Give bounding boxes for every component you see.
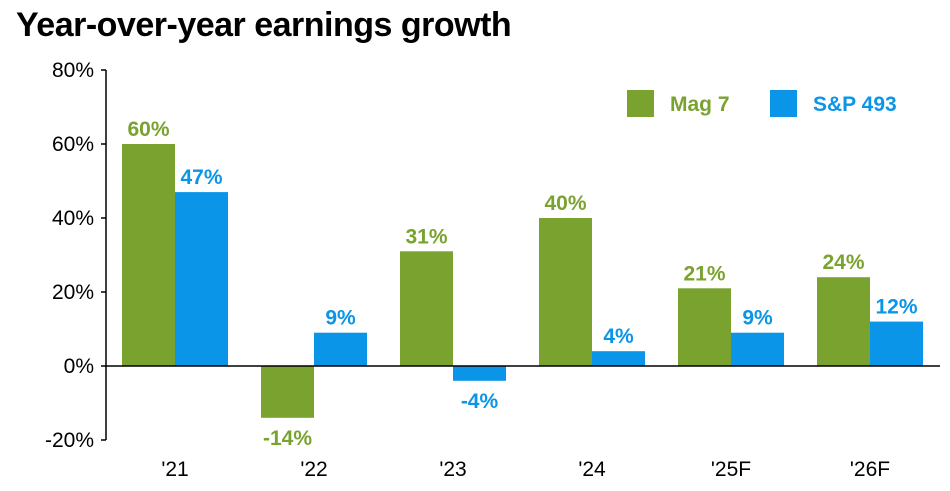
x-tick-label-5: '26F — [850, 458, 890, 481]
labels-layer: 60% -14% 31% 40% 21% 24% 47% 9% -4% 4% 9% 12% — [127, 118, 917, 450]
bar-mag7-4 — [678, 288, 731, 366]
bar-mag7-2 — [400, 251, 453, 366]
y-tick-label-4: 0% — [64, 355, 94, 378]
data-label-mag7-4: 21% — [683, 262, 725, 285]
y-tick-label-3: 20% — [52, 281, 94, 304]
bar-mag7-1 — [261, 366, 314, 418]
legend-label-sp493: S&P 493 — [813, 93, 897, 116]
data-label-sp493-5: 12% — [875, 296, 917, 319]
bar-sp493-2 — [453, 366, 506, 381]
legend-swatch-sp493 — [770, 90, 797, 117]
data-label-sp493-2: -4% — [461, 390, 499, 413]
bar-mag7-0 — [122, 144, 175, 366]
data-label-sp493-1: 9% — [325, 307, 356, 330]
data-label-sp493-3: 4% — [603, 325, 634, 348]
data-label-mag7-3: 40% — [544, 192, 586, 215]
bar-mag7-5 — [817, 277, 870, 366]
data-label-sp493-4: 9% — [742, 307, 773, 330]
data-label-sp493-0: 47% — [180, 166, 222, 189]
bar-sp493-4 — [731, 332, 784, 366]
x-tick-label-1: '22 — [300, 458, 327, 481]
y-tick-label-1: 60% — [52, 133, 94, 156]
bars-layer — [122, 144, 923, 418]
data-label-mag7-2: 31% — [405, 225, 447, 248]
bar-sp493-1 — [314, 332, 367, 366]
legend-swatch-mag7 — [627, 90, 654, 117]
legend: Mag 7 S&P 493 — [627, 90, 897, 117]
bar-sp493-5 — [870, 321, 923, 366]
x-tick-label-0: '21 — [161, 458, 188, 481]
axes-layer: 80% 60% 40% 20% 0% -20% '21 '22 '23 '24 '25F '26F — [45, 59, 940, 481]
bar-sp493-0 — [175, 192, 228, 366]
legend-label-mag7: Mag 7 — [670, 93, 730, 116]
x-tick-label-3: '24 — [578, 458, 606, 481]
data-label-mag7-1: -14% — [263, 427, 312, 450]
y-tick-label-5: -20% — [45, 429, 94, 452]
y-tick-label-0: 80% — [52, 59, 94, 82]
data-label-mag7-5: 24% — [822, 251, 864, 274]
bar-mag7-3 — [539, 218, 592, 366]
bar-sp493-3 — [592, 351, 645, 366]
x-tick-label-4: '25F — [711, 458, 751, 481]
x-tick-label-2: '23 — [439, 458, 466, 481]
chart-title: Year-over-year earnings growth — [16, 6, 512, 44]
y-tick-label-2: 40% — [52, 207, 94, 230]
data-label-mag7-0: 60% — [127, 118, 169, 141]
